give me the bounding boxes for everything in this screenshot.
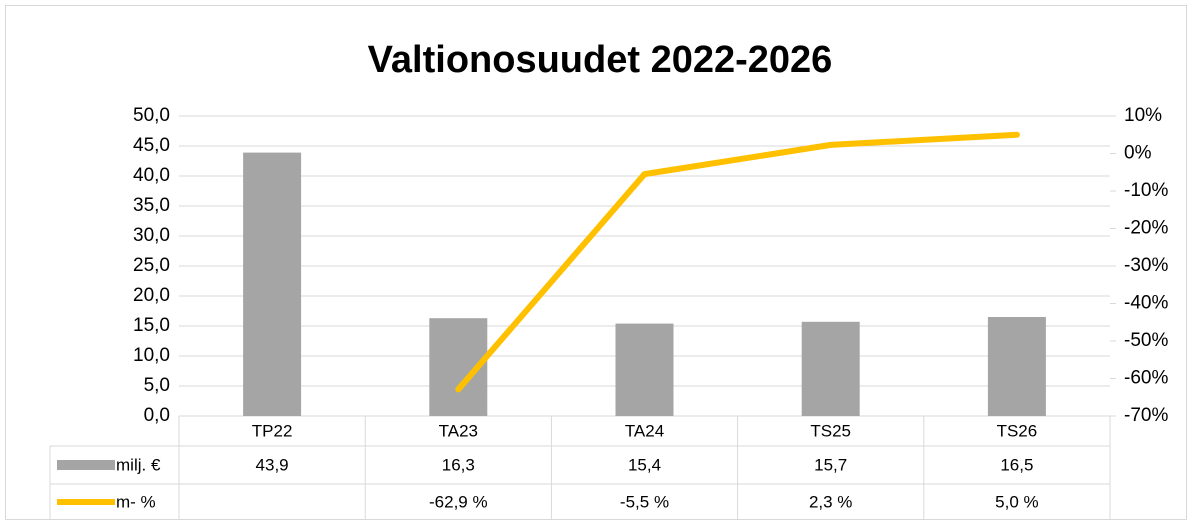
y-tick-label: 5,0 — [144, 375, 170, 396]
table-value: 16,3 — [442, 455, 475, 474]
chart-title: Valtionosuudet 2022-2026 — [368, 39, 833, 81]
bar — [801, 321, 860, 416]
y-tick-label: 10,0 — [133, 345, 170, 366]
y-tick-label: 30,0 — [133, 225, 170, 246]
table-value: -62,9 % — [429, 492, 488, 511]
y-tick-label: 35,0 — [133, 195, 170, 216]
y-tick-label: 15,0 — [133, 315, 170, 336]
bar — [615, 323, 674, 416]
legend-label: m- % — [116, 492, 156, 511]
chart-border — [5, 5, 1187, 520]
y2-tick-label: -20% — [1124, 218, 1168, 239]
bar — [243, 152, 302, 416]
x-tick-label: TA24 — [625, 421, 664, 440]
y-tick-label: 20,0 — [133, 285, 170, 306]
x-tick-label: TA23 — [439, 421, 478, 440]
y2-tick-label: -30% — [1124, 255, 1168, 276]
table-value: -5,5 % — [620, 492, 669, 511]
y2-tick-label: -70% — [1124, 405, 1168, 426]
table-value: 2,3 % — [809, 492, 852, 511]
y2-tick-label: -40% — [1124, 293, 1168, 314]
table-value: 15,7 — [814, 455, 847, 474]
legend-label: milj. € — [116, 455, 161, 474]
x-tick-label: TS26 — [997, 421, 1038, 440]
table-value: 16,5 — [1000, 455, 1033, 474]
y-tick-label: 45,0 — [133, 135, 170, 156]
y-tick-label: 40,0 — [133, 165, 170, 186]
y-tick-label: 25,0 — [133, 255, 170, 276]
y2-tick-label: 0% — [1124, 143, 1152, 164]
line — [455, 131, 1020, 393]
y-tick-label: 50,0 — [133, 105, 170, 126]
legend-key — [57, 460, 115, 470]
table-value: 5,0 % — [995, 492, 1038, 511]
y2-tick-label: -50% — [1124, 330, 1168, 351]
y2-tick-label: 10% — [1124, 105, 1162, 126]
x-tick-label: TS25 — [810, 421, 851, 440]
y-tick-label: 0,0 — [144, 405, 170, 426]
table-value: 43,9 — [256, 455, 289, 474]
x-tick-label: TP22 — [252, 421, 293, 440]
y2-tick-label: -10% — [1124, 180, 1168, 201]
y2-tick-label: -60% — [1124, 368, 1168, 389]
bar — [987, 317, 1046, 416]
table-value: 15,4 — [628, 455, 661, 474]
